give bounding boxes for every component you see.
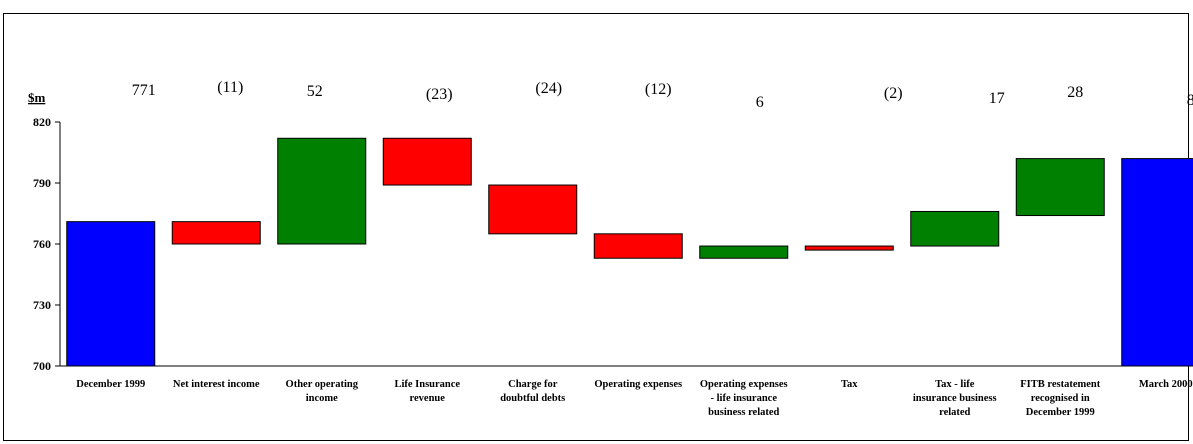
bar (910, 210, 1000, 247)
category-label: Net interest income (173, 379, 260, 390)
y-axis-title: $m (28, 90, 46, 105)
bars-layer (66, 137, 1193, 367)
value-label: (23) (426, 86, 453, 103)
bar (1121, 158, 1193, 367)
category-label: Tax (841, 379, 858, 390)
y-tick-label: 730 (33, 298, 51, 312)
category-label: Operating expenses - life insurance busine… (700, 379, 788, 418)
category-label: FITB restatement recognised in December 19… (1020, 379, 1100, 418)
value-label: 17 (989, 90, 1005, 107)
value-label: (11) (217, 79, 243, 96)
category-label: Life Insurance revenue (394, 379, 460, 404)
bar (66, 221, 156, 367)
y-tick-label: 760 (33, 237, 51, 251)
category-label: Charge for doubtful debts (500, 379, 565, 404)
value-label: 6 (756, 94, 764, 111)
value-labels: 771 (11) 52 (23) (24) (12) 6 (2) 17 28 802 (132, 79, 1193, 111)
category-label: Operating expenses (594, 379, 682, 390)
value-label: 802 (1187, 92, 1193, 109)
bar (1015, 158, 1105, 217)
category-label: March 2000 (1139, 379, 1193, 390)
y-tick-label: 790 (33, 176, 51, 190)
value-label: (12) (645, 81, 672, 98)
value-label: 771 (132, 82, 156, 99)
category-label: December 1999 (76, 379, 145, 390)
y-tick-label: 700 (33, 359, 51, 373)
value-label: 28 (1067, 84, 1083, 101)
category-label: Tax - life insurance business related (913, 379, 997, 418)
bar (277, 137, 367, 245)
category-labels: December 1999 Net interest income Other op… (76, 379, 1192, 418)
value-label: (24) (535, 80, 562, 97)
bar (171, 221, 261, 245)
y-tick-label: 820 (33, 115, 51, 129)
bar (593, 233, 683, 259)
bar (488, 184, 578, 235)
category-label: Other operating income (286, 379, 359, 404)
bar (382, 137, 472, 186)
value-label: (2) (884, 85, 903, 102)
y-axis: 700 730 760 790 820 (33, 115, 1190, 373)
bar (699, 245, 789, 259)
bar (804, 245, 894, 251)
value-label: 52 (307, 83, 323, 100)
